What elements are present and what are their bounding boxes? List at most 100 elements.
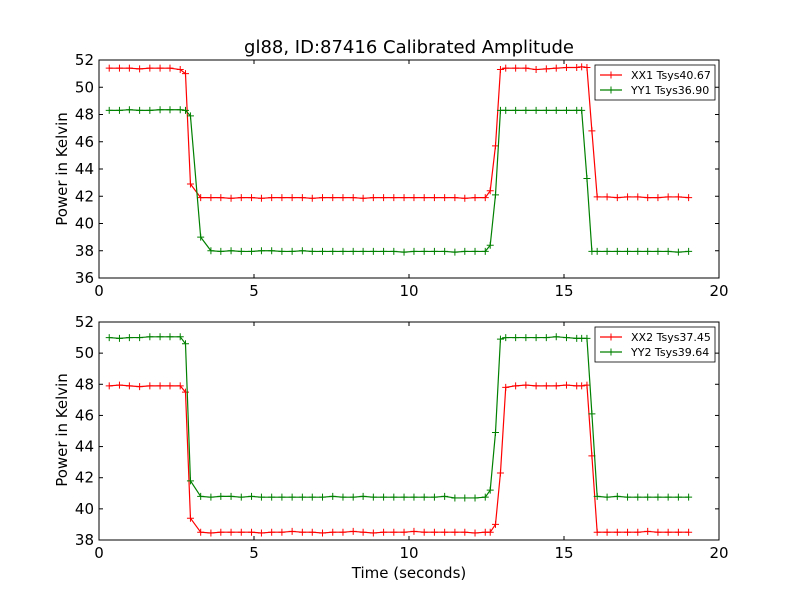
- data-point: [380, 194, 388, 202]
- data-point: [176, 106, 184, 114]
- data-point: [542, 382, 550, 390]
- data-point: [624, 493, 632, 501]
- data-point: [512, 64, 520, 72]
- y-tick-label: 46: [75, 406, 94, 424]
- legend-box: [594, 326, 716, 363]
- data-point: [197, 528, 205, 536]
- data-point: [227, 194, 235, 202]
- data-point: [562, 63, 570, 71]
- data-point: [400, 194, 408, 202]
- data-point: [288, 247, 296, 255]
- y-tick-label: 36: [75, 269, 94, 287]
- data-point: [319, 194, 327, 202]
- data-point: [380, 493, 388, 501]
- y-tick-label: 52: [75, 313, 94, 331]
- x-tick-label: 5: [249, 282, 259, 300]
- data-point: [420, 493, 428, 501]
- data-point: [115, 64, 123, 72]
- data-point: [410, 527, 418, 535]
- y-tick-label: 38: [75, 531, 94, 549]
- series-1: [105, 381, 693, 537]
- data-point: [105, 334, 113, 342]
- data-point: [227, 247, 235, 255]
- data-point: [115, 381, 123, 389]
- data-point: [552, 64, 560, 72]
- data-point: [588, 410, 596, 418]
- series-2: [105, 106, 693, 256]
- data-point: [197, 194, 205, 202]
- data-point: [644, 527, 652, 535]
- data-point: [359, 194, 367, 202]
- data-point: [186, 477, 194, 485]
- data-point: [451, 494, 459, 502]
- data-point: [136, 383, 144, 391]
- data-point: [339, 493, 347, 501]
- x-tick-label: 5: [249, 544, 259, 562]
- data-point: [268, 528, 276, 536]
- data-point: [685, 528, 693, 536]
- data-point: [125, 64, 133, 72]
- data-point: [369, 493, 377, 501]
- data-point: [430, 528, 438, 536]
- data-point: [420, 194, 428, 202]
- data-point: [532, 66, 540, 74]
- data-point: [390, 194, 398, 202]
- data-point: [217, 194, 225, 202]
- data-point: [430, 493, 438, 501]
- data-point: [532, 106, 540, 114]
- data-point: [583, 334, 591, 342]
- data-point: [644, 247, 652, 255]
- data-point: [624, 528, 632, 536]
- data-point: [156, 106, 164, 114]
- data-point: [288, 527, 296, 535]
- data-point: [471, 194, 479, 202]
- data-point: [441, 528, 449, 536]
- data-point: [542, 334, 550, 342]
- data-point: [502, 334, 510, 342]
- data-point: [227, 528, 235, 536]
- data-point: [217, 247, 225, 255]
- legend-marker: [607, 71, 615, 79]
- series-2: [105, 333, 693, 502]
- data-point: [207, 529, 215, 537]
- data-point: [288, 194, 296, 202]
- data-point: [359, 492, 367, 500]
- data-point: [349, 194, 357, 202]
- data-point: [369, 247, 377, 255]
- data-point: [624, 193, 632, 201]
- legend-marker: [607, 86, 615, 94]
- data-point: [197, 492, 205, 500]
- data-point: [420, 247, 428, 255]
- y-axis-label-bottom: Power in Kelvin: [53, 373, 71, 487]
- x-tick-label: 0: [94, 282, 104, 300]
- data-point: [136, 106, 144, 114]
- data-point: [146, 333, 154, 341]
- data-point: [603, 247, 611, 255]
- data-point: [583, 175, 591, 183]
- data-point: [308, 528, 316, 536]
- data-point: [380, 528, 388, 536]
- data-point: [349, 493, 357, 501]
- top-subplot: gl88, ID:87416 Calibrated Amplitude Powe…: [53, 37, 729, 300]
- data-point: [298, 493, 306, 501]
- y-tick-label: 42: [75, 469, 94, 487]
- y-tick-label: 48: [75, 106, 94, 124]
- data-point: [349, 247, 357, 255]
- y-axis-label-top: Power in Kelvin: [53, 112, 71, 226]
- data-point: [217, 528, 225, 536]
- data-point: [176, 382, 184, 390]
- data-point: [146, 382, 154, 390]
- x-tick-label: 10: [399, 544, 418, 562]
- data-point: [156, 382, 164, 390]
- data-point: [257, 493, 265, 501]
- data-point: [181, 70, 189, 78]
- y-tick-label: 48: [75, 375, 94, 393]
- data-point: [359, 528, 367, 536]
- data-point: [400, 528, 408, 536]
- data-point: [278, 247, 286, 255]
- data-point: [654, 528, 662, 536]
- data-point: [248, 492, 256, 500]
- data-point: [496, 335, 504, 343]
- x-tick-label: 0: [94, 544, 104, 562]
